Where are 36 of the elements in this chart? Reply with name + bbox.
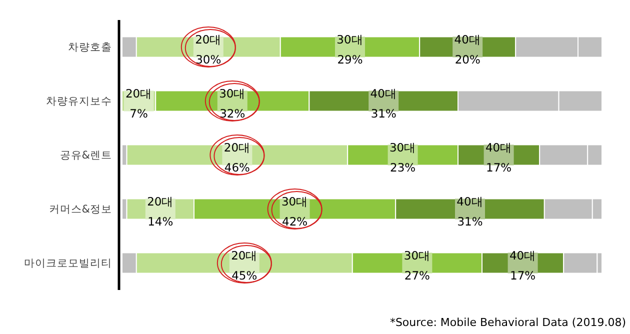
data-label: 14%	[148, 214, 174, 228]
data-label: 7%	[130, 106, 148, 120]
y-tick-label: 마이크로모빌리티	[24, 258, 112, 270]
data-label: 31%	[370, 106, 396, 120]
text: 40대	[509, 248, 536, 263]
y-tick-label: 공유&렌트	[60, 150, 112, 162]
data-label: 20%	[454, 52, 480, 66]
series-label: 40대	[454, 32, 481, 47]
text: 20대	[125, 86, 152, 101]
y-tick-label: 차량호출	[68, 42, 112, 54]
data-label: 42%	[282, 214, 308, 228]
text: 20대	[231, 248, 258, 263]
text: 40대	[485, 140, 512, 155]
text: 40대	[456, 194, 484, 209]
series-label: 20대	[195, 32, 222, 47]
data-label: 17%	[510, 268, 536, 282]
data-label: 23%	[390, 160, 416, 174]
text: *Source: Mobile Behavioral Data (2019.08)	[390, 316, 626, 329]
text: 30대	[281, 194, 308, 209]
data-label: 32%	[220, 106, 246, 120]
data-label: 17%	[486, 160, 512, 174]
text: 20대	[224, 140, 251, 155]
data-label: 45%	[232, 268, 258, 282]
y-tick-label: 차량유지보수	[46, 96, 112, 108]
series-label: 30대	[336, 32, 364, 47]
data-label: 30%	[196, 52, 222, 66]
text: 20대	[147, 194, 174, 209]
text: 30대	[219, 86, 246, 101]
text: 30대	[404, 248, 431, 263]
data-label: 31%	[457, 214, 483, 228]
data-label: 29%	[337, 52, 363, 66]
data-label: 46%	[224, 160, 250, 174]
text: 30대	[389, 140, 416, 155]
text: 40대	[370, 86, 397, 101]
data-label: 27%	[404, 268, 430, 282]
y-tick-label: 커머스&정보	[48, 204, 112, 216]
